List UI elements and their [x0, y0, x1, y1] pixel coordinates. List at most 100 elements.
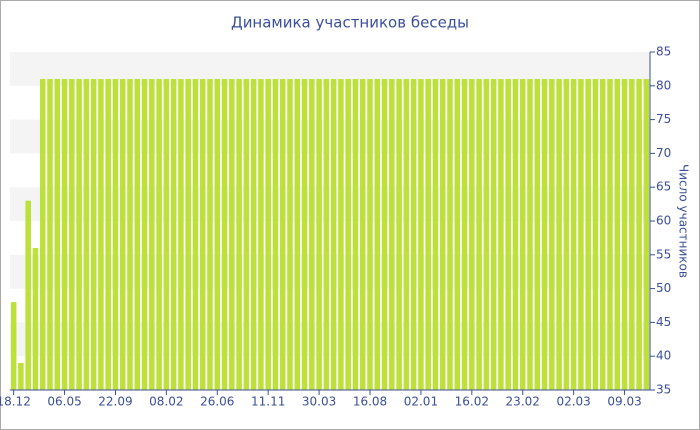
bar — [323, 79, 330, 390]
bar — [98, 79, 104, 390]
bar — [236, 79, 242, 390]
y-tick-label: 60 — [656, 214, 671, 228]
bar — [149, 79, 155, 390]
bar — [541, 79, 548, 390]
bar — [490, 79, 497, 390]
y-tick-label: 80 — [656, 78, 671, 92]
bar — [592, 79, 599, 390]
bar — [83, 79, 90, 390]
bar — [447, 79, 453, 390]
bar — [141, 79, 148, 390]
y-tick-label: 50 — [656, 281, 671, 295]
y-tick-label: 65 — [656, 180, 671, 194]
bar — [243, 79, 250, 390]
y-tick-label: 40 — [656, 349, 671, 363]
bar — [309, 79, 315, 390]
bar — [389, 79, 395, 390]
bar — [629, 79, 635, 390]
bar — [76, 79, 82, 390]
bar — [294, 79, 301, 390]
bar — [636, 79, 642, 390]
y-tick-label: 55 — [656, 247, 671, 261]
chart-title: Динамика участников беседы — [231, 14, 469, 32]
bar — [425, 79, 431, 390]
bar — [163, 79, 170, 390]
bar — [396, 79, 402, 390]
x-tick-label: 09.03 — [607, 395, 641, 409]
bar — [105, 79, 111, 390]
bar — [207, 79, 213, 390]
bar — [316, 79, 322, 390]
bar — [512, 79, 519, 390]
bar — [39, 79, 46, 390]
y-axis-label: Число участников — [677, 164, 691, 278]
bar — [519, 79, 526, 390]
bar — [32, 248, 39, 390]
x-tick-label: 16.02 — [455, 395, 489, 409]
x-tick-label: 30.03 — [302, 395, 336, 409]
bar — [90, 79, 97, 390]
bar — [505, 79, 511, 390]
bar — [112, 79, 119, 390]
bar — [643, 79, 650, 390]
bar — [570, 79, 577, 390]
y-tick-label: 70 — [656, 146, 671, 160]
bar — [549, 79, 555, 390]
bar — [367, 79, 373, 390]
bar — [214, 79, 221, 390]
y-tick-label: 35 — [656, 383, 671, 397]
x-tick-label: 08.02 — [149, 395, 183, 409]
bar — [229, 79, 235, 390]
bar — [199, 79, 206, 390]
bar — [265, 79, 271, 390]
bar — [18, 362, 24, 390]
bar — [221, 79, 228, 390]
y-tick-label: 45 — [656, 315, 671, 329]
bar — [563, 79, 570, 390]
bar — [476, 79, 482, 390]
bar — [170, 79, 177, 390]
x-tick-label: 26.06 — [200, 395, 234, 409]
x-tick-label: 02.01 — [404, 395, 438, 409]
bar — [585, 79, 591, 390]
bar — [527, 79, 533, 390]
bar — [556, 79, 562, 390]
bar — [483, 79, 490, 390]
bar — [156, 79, 162, 390]
x-tick-label: 02.03 — [556, 395, 590, 409]
bar — [469, 79, 475, 390]
bar — [61, 79, 68, 390]
bar — [287, 79, 293, 390]
bar — [432, 79, 439, 390]
bar — [381, 79, 388, 390]
bar — [330, 79, 337, 390]
x-tick-label: 16.08 — [353, 395, 387, 409]
y-tick-label: 85 — [656, 45, 671, 59]
bar — [127, 79, 133, 390]
bar — [301, 79, 308, 390]
bar — [359, 79, 366, 390]
bar — [534, 79, 541, 390]
bar — [498, 79, 504, 390]
bar — [279, 79, 286, 390]
x-tick-label: 18.12 — [0, 395, 31, 409]
bar — [578, 79, 584, 390]
y-tick-label: 75 — [656, 112, 671, 126]
bar — [192, 79, 199, 390]
bar — [621, 79, 628, 390]
bar — [410, 79, 417, 390]
x-tick-label: 22.09 — [98, 395, 132, 409]
x-tick-label: 06.05 — [47, 395, 81, 409]
x-tick-label: 23.02 — [506, 395, 540, 409]
bar — [614, 79, 621, 390]
bar — [258, 79, 264, 390]
bar — [599, 79, 606, 390]
bar — [374, 79, 381, 390]
bar — [461, 79, 468, 390]
bar — [119, 79, 126, 390]
bar — [10, 302, 17, 390]
bar — [250, 79, 257, 390]
bar — [607, 79, 613, 390]
bar — [338, 79, 344, 390]
